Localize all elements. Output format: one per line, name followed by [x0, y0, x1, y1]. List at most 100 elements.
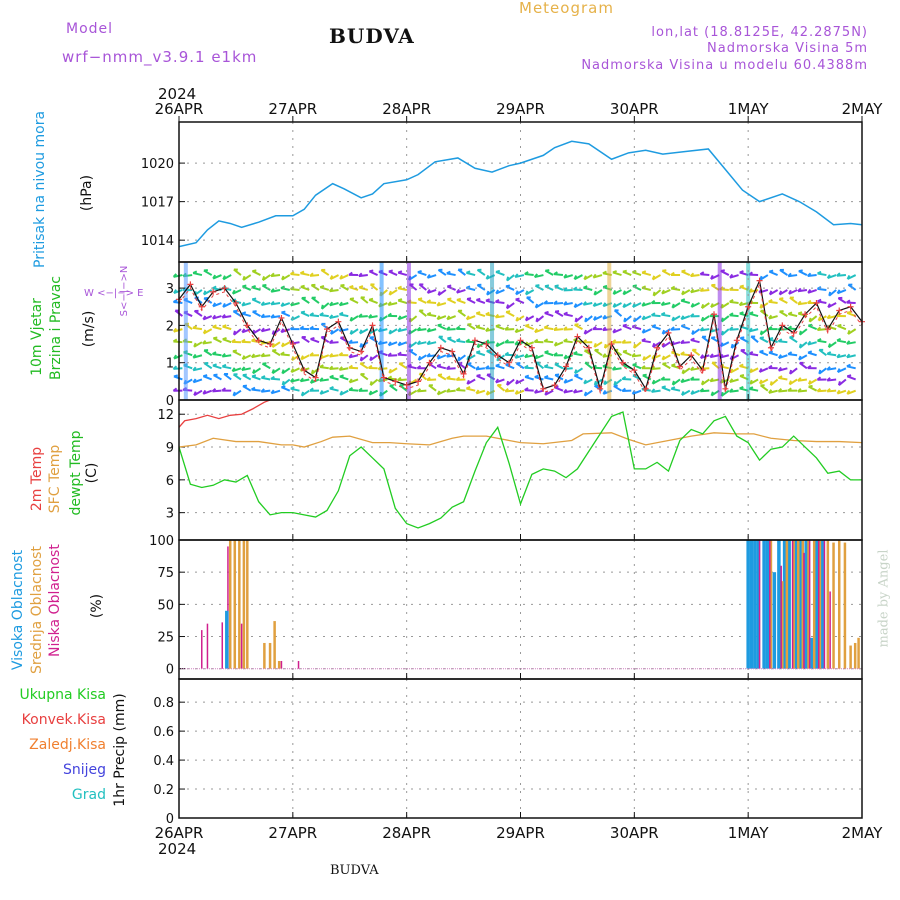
wind-marker	[608, 341, 615, 348]
wind-arrow-head	[260, 352, 265, 358]
cloud-bar-low	[817, 540, 820, 669]
wind-arrow-head	[456, 297, 462, 301]
wind-arrow-head	[534, 354, 539, 360]
wind-arrow-head	[623, 317, 627, 322]
wind-arrow-head	[680, 298, 686, 302]
cloud-bar-high	[777, 540, 781, 669]
wind-arrow-head	[359, 356, 363, 362]
wind-arrow-head	[543, 338, 549, 343]
cloud-bar-mid	[826, 540, 830, 669]
chart-title: BUDVA	[329, 24, 415, 48]
wind-stripe	[746, 262, 751, 400]
wind-arrow-head	[495, 342, 500, 347]
wind-arrow-head	[221, 313, 226, 319]
wind-arrow-head	[232, 349, 238, 353]
wind-arrow-head	[651, 342, 656, 348]
wind-arrow-head	[213, 373, 218, 377]
wind-arrow-head	[583, 379, 587, 384]
wind-arrow-head	[690, 302, 695, 308]
elevation-label: Nadmorska Visina 5m	[707, 41, 868, 56]
wind-marker	[267, 341, 274, 348]
wind-arrow-head	[680, 351, 685, 356]
wind-arrow-head	[720, 391, 724, 397]
wind-arrow-head	[689, 376, 695, 381]
precip-legend-hail: Grad	[71, 787, 106, 803]
wind-arrow-head	[846, 353, 851, 358]
wind-y-tick-label: 2	[166, 319, 174, 334]
wind-arrow-head	[651, 354, 656, 360]
wind-arrow-head	[466, 379, 470, 385]
wind-arrow-head	[455, 325, 461, 330]
cloud-bar-low	[280, 660, 283, 669]
wind-arrow-head	[475, 365, 480, 371]
wind-arrow-head	[534, 374, 539, 378]
wind-arrow-head	[602, 389, 607, 395]
wind-arrow-head	[788, 380, 792, 385]
wind-arrow-head	[613, 380, 617, 386]
wind-arrow-head	[846, 374, 852, 378]
wind-marker	[210, 288, 217, 295]
wind-marker	[574, 333, 581, 340]
wind-arrow-head	[534, 328, 538, 333]
cloud-bar-mid	[818, 540, 822, 669]
wind-arrow-head	[260, 327, 265, 332]
wind-arrow-head	[621, 375, 627, 380]
wind-arrow-head	[328, 339, 334, 344]
wind-stripe	[379, 262, 384, 400]
wind-arrow-head	[192, 325, 197, 329]
date-label-bottom: 28APR	[382, 824, 431, 842]
wind-arrow-head	[309, 272, 314, 277]
wind-arrow-head	[777, 388, 783, 393]
wind-arrow-head	[544, 310, 549, 314]
cloud-bar-low	[829, 591, 831, 669]
wind-arrow-head	[436, 315, 441, 320]
wind-marker	[346, 344, 353, 351]
cloud-bar-low	[808, 540, 811, 669]
cloud-y-tick-label: 100	[149, 534, 174, 549]
precip-legend-snow: Snijeg	[62, 762, 106, 778]
wind-arrow-head	[846, 389, 851, 395]
wind-arrow-head	[250, 353, 256, 358]
wind-arrow-head	[280, 285, 286, 289]
wind-marker	[232, 300, 239, 307]
wind-arrow-head	[544, 350, 549, 354]
wind-arrow-head	[524, 353, 529, 358]
wind-arrow-head	[242, 373, 247, 377]
wind-arrow-head	[709, 377, 714, 382]
wind-arrow-head	[807, 364, 812, 369]
wind-arrow-head	[417, 355, 422, 361]
wind-arrow-head	[369, 269, 374, 273]
wind-marker	[278, 314, 285, 321]
wind-arrow-head	[611, 366, 617, 371]
temp-y-tick-label: 6	[166, 474, 174, 489]
wind-arrow-head	[416, 365, 422, 370]
wind-marker	[358, 348, 365, 355]
wind-arrow-head	[504, 351, 510, 356]
wind-arrow-head	[592, 315, 597, 321]
wind-arrow-head	[358, 387, 363, 392]
wind-marker	[483, 341, 490, 348]
wind-arrow-head	[554, 284, 559, 288]
wind-arrow-head	[397, 285, 403, 290]
wind-marker	[187, 281, 194, 288]
wind-arrow-head	[485, 298, 491, 302]
wind-arrow-head	[280, 302, 285, 307]
wind-arrow-head	[476, 374, 481, 377]
cloud-bar-low	[769, 540, 771, 669]
cloud-bar-low	[227, 546, 229, 669]
wind-arrow-head	[338, 366, 343, 371]
pressure-line	[178, 140, 863, 248]
wind-arrow-head	[397, 270, 403, 274]
wind-arrow-head	[807, 340, 812, 346]
wind-arrow-head	[359, 343, 363, 348]
cloud-bar-mid	[785, 540, 789, 669]
wind-arrow-head	[446, 375, 451, 380]
wind-arrow-head	[787, 325, 793, 330]
wind-arrow-head	[445, 326, 451, 331]
wind-arrow-head	[241, 366, 246, 371]
wind-arrow-head	[582, 301, 587, 306]
wind-arrow-head	[837, 323, 842, 327]
cloud-bar-mid	[233, 540, 237, 669]
wind-arrow-head	[388, 368, 392, 374]
